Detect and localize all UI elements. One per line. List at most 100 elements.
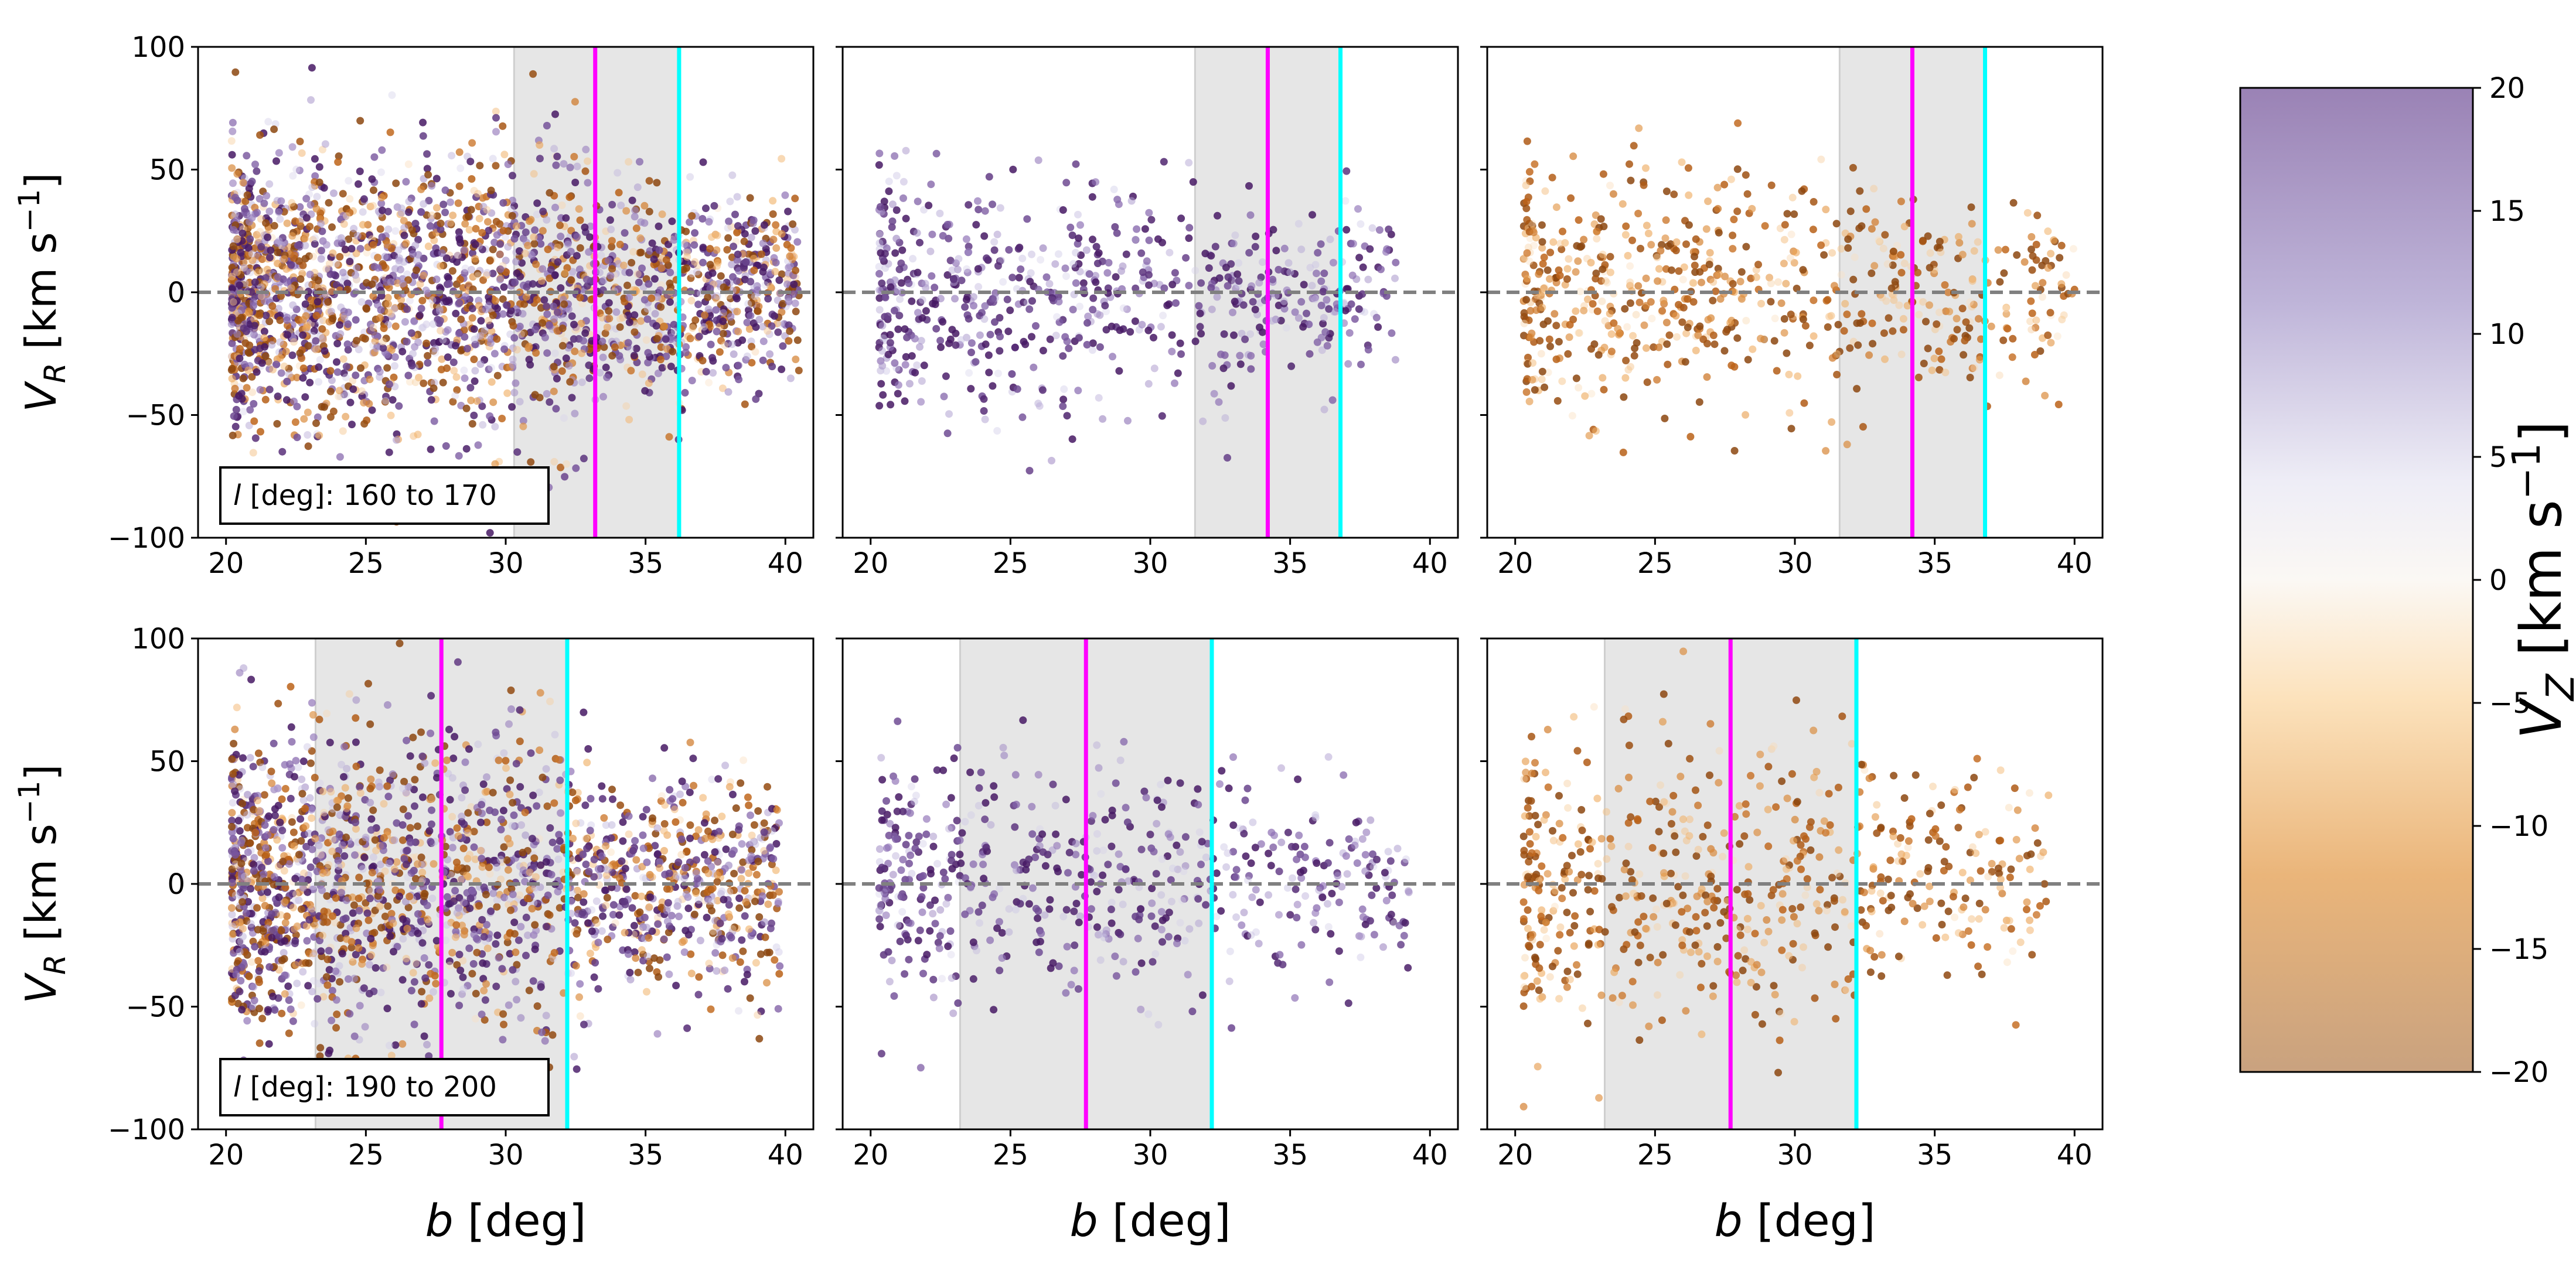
scatter-point xyxy=(1726,319,1735,327)
scatter-point xyxy=(1311,261,1320,269)
scatter-point xyxy=(1306,264,1314,272)
scatter-point xyxy=(699,244,707,251)
scatter-point xyxy=(1068,435,1076,443)
scatter-point xyxy=(408,361,416,370)
scatter-point xyxy=(1661,414,1669,422)
scatter-point xyxy=(365,886,373,894)
scatter-point xyxy=(502,233,509,241)
scatter-point xyxy=(432,275,441,284)
scatter-point xyxy=(1834,320,1842,329)
scatter-point xyxy=(897,279,905,287)
scatter-point xyxy=(461,758,469,766)
scatter-point xyxy=(1715,228,1723,237)
scatter-point xyxy=(1538,375,1546,384)
scatter-point xyxy=(417,917,425,926)
scatter-point xyxy=(1881,231,1889,239)
scatter-point xyxy=(288,232,297,240)
scatter-point xyxy=(509,172,516,180)
scatter-point xyxy=(1144,326,1153,334)
scatter-point xyxy=(789,290,798,298)
scatter-point xyxy=(532,349,540,357)
scatter-point xyxy=(1141,225,1149,233)
scatter-point xyxy=(1046,335,1054,343)
scatter-point xyxy=(292,961,300,969)
scatter-point xyxy=(228,910,236,918)
scatter-point xyxy=(384,701,391,709)
scatter-point xyxy=(1609,190,1617,198)
scatter-point xyxy=(1593,307,1602,315)
scatter-point xyxy=(989,295,997,303)
scatter-point xyxy=(1174,369,1182,377)
scatter-point xyxy=(1624,366,1633,374)
scatter-point xyxy=(233,255,241,263)
scatter-point xyxy=(543,390,551,398)
scatter-point xyxy=(902,214,910,223)
scatter-point xyxy=(1787,230,1795,238)
scatter-point xyxy=(640,296,649,304)
scatter-point xyxy=(622,207,631,215)
scatter-point xyxy=(928,272,936,280)
scatter-point xyxy=(533,199,541,207)
scatter-point xyxy=(296,203,304,211)
scatter-point xyxy=(521,250,529,258)
scatter-point xyxy=(481,326,489,334)
scatter-point xyxy=(1013,385,1021,393)
scatter-point xyxy=(486,339,495,347)
scatter-point xyxy=(504,243,512,251)
scatter-point xyxy=(492,128,500,136)
scatter-point xyxy=(275,149,283,157)
scatter-point xyxy=(2013,251,2021,259)
scatter-point xyxy=(1522,197,1531,206)
scatter-point xyxy=(320,184,328,192)
scatter-point xyxy=(474,190,482,198)
scatter-point xyxy=(1231,231,1239,240)
scatter-point xyxy=(1787,425,1795,433)
scatter-point xyxy=(236,354,244,363)
scatter-point xyxy=(1211,243,1219,251)
scatter-point xyxy=(719,330,727,337)
scatter-point xyxy=(552,161,560,169)
scatter-point xyxy=(1538,367,1546,375)
scatter-point xyxy=(1538,303,1546,312)
scatter-point xyxy=(400,224,408,232)
scatter-point xyxy=(462,292,469,300)
scatter-point xyxy=(411,343,419,351)
scatter-point xyxy=(713,292,721,300)
scatter-point xyxy=(713,967,721,975)
scatter-point xyxy=(400,217,408,225)
scatter-point xyxy=(1780,329,1788,337)
scatter-point xyxy=(2028,309,2036,317)
scatter-point xyxy=(1286,268,1294,276)
scatter-point xyxy=(1930,269,1938,278)
scatter-point xyxy=(1920,360,1928,367)
scatter-point xyxy=(1672,312,1680,320)
scatter-point xyxy=(1714,265,1722,272)
scatter-point xyxy=(631,206,639,214)
scatter-point xyxy=(581,329,590,337)
scatter-point xyxy=(790,280,798,288)
scatter-point xyxy=(1555,337,1563,346)
scatter-point xyxy=(712,306,720,314)
scatter-point xyxy=(632,930,640,937)
scatter-point xyxy=(1251,243,1259,251)
scatter-point xyxy=(1368,224,1376,232)
scatter-point xyxy=(905,380,914,388)
scatter-point xyxy=(683,253,691,261)
scatter-point xyxy=(549,302,557,310)
scatter-point xyxy=(914,197,922,206)
scatter-point xyxy=(1523,137,1531,145)
scatter-point xyxy=(638,264,646,272)
scatter-point xyxy=(414,431,422,439)
scatter-point xyxy=(739,858,747,866)
scatter-point xyxy=(1903,302,1911,310)
scatter-point xyxy=(483,944,492,952)
scatter-point xyxy=(1883,260,1892,268)
scatter-point xyxy=(228,151,236,159)
scatter-point xyxy=(328,986,336,995)
scatter-point xyxy=(1742,243,1750,251)
scatter-point xyxy=(543,310,551,318)
scatter-point xyxy=(331,918,339,927)
scatter-point xyxy=(1069,259,1078,268)
scatter-point xyxy=(738,840,746,848)
scatter-point xyxy=(717,272,725,280)
